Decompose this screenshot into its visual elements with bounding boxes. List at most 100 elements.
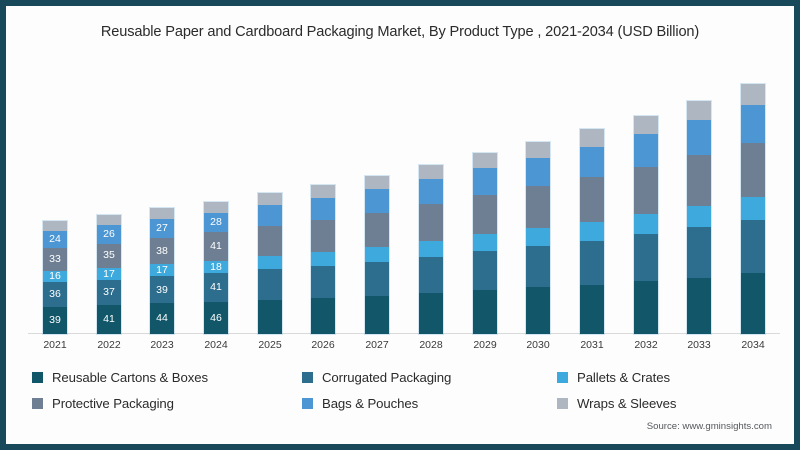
bar-segment-pallets-crates[interactable]: 17 xyxy=(150,264,174,277)
bar-segment-reusable-cartons-boxes[interactable] xyxy=(258,299,282,334)
bar-segment-protective-packaging[interactable]: 35 xyxy=(97,243,121,268)
bar-segment-pallets-crates[interactable] xyxy=(741,196,765,220)
bar-segment-reusable-cartons-boxes[interactable]: 39 xyxy=(43,306,67,334)
bar-segment-wraps-sleeves[interactable] xyxy=(473,153,497,169)
bar-segment-reusable-cartons-boxes[interactable] xyxy=(580,284,604,334)
stacked-bar[interactable] xyxy=(419,164,443,334)
bar-segment-protective-packaging[interactable]: 41 xyxy=(204,232,228,261)
bar-segment-bags-pouches[interactable]: 24 xyxy=(43,230,67,248)
bar-segment-pallets-crates[interactable] xyxy=(311,251,335,266)
bar-segment-protective-packaging[interactable]: 38 xyxy=(150,237,174,265)
legend-item-reusable-cartons-boxes[interactable]: Reusable Cartons & Boxes xyxy=(32,370,302,385)
bar-segment-wraps-sleeves[interactable] xyxy=(687,100,711,121)
legend-item-corrugated-packaging[interactable]: Corrugated Packaging xyxy=(302,370,557,385)
bar-segment-bags-pouches[interactable] xyxy=(473,168,497,196)
bar-segment-pallets-crates[interactable] xyxy=(419,240,443,257)
bar-segment-bags-pouches[interactable] xyxy=(311,197,335,220)
bar-segment-reusable-cartons-boxes[interactable] xyxy=(419,292,443,334)
bar-segment-pallets-crates[interactable] xyxy=(634,214,658,235)
bar-segment-reusable-cartons-boxes[interactable] xyxy=(526,287,550,334)
bar-segment-reusable-cartons-boxes[interactable] xyxy=(687,277,711,334)
bar-segment-corrugated-packaging[interactable] xyxy=(311,265,335,298)
bar-segment-protective-packaging[interactable] xyxy=(311,219,335,252)
bar-segment-corrugated-packaging[interactable] xyxy=(526,246,550,288)
bar-segment-bags-pouches[interactable]: 26 xyxy=(97,225,121,244)
bar-segment-protective-packaging[interactable] xyxy=(419,203,443,241)
bar-segment-wraps-sleeves[interactable] xyxy=(526,141,550,158)
bar-segment-corrugated-packaging[interactable]: 37 xyxy=(97,279,121,306)
bar-segment-protective-packaging[interactable] xyxy=(634,166,658,215)
bar-segment-corrugated-packaging[interactable] xyxy=(634,234,658,282)
stacked-bar[interactable] xyxy=(687,100,711,334)
bar-segment-wraps-sleeves[interactable] xyxy=(365,175,389,190)
bar-segment-protective-packaging[interactable] xyxy=(741,142,765,197)
bar-segment-pallets-crates[interactable] xyxy=(687,205,711,228)
bar-segment-bags-pouches[interactable] xyxy=(741,104,765,143)
bar-segment-reusable-cartons-boxes[interactable] xyxy=(634,281,658,334)
bar-segment-corrugated-packaging[interactable] xyxy=(580,240,604,285)
stacked-bar[interactable] xyxy=(258,193,282,334)
bar-segment-pallets-crates[interactable] xyxy=(258,256,282,270)
bar-segment-corrugated-packaging[interactable] xyxy=(473,251,497,291)
bar-segment-bags-pouches[interactable] xyxy=(365,189,389,213)
bar-segment-bags-pouches[interactable] xyxy=(526,157,550,187)
legend-item-protective-packaging[interactable]: Protective Packaging xyxy=(32,396,302,411)
stacked-bar[interactable]: 39 36 16 33 24 xyxy=(43,220,67,334)
bar-segment-reusable-cartons-boxes[interactable] xyxy=(473,290,497,334)
bar-segment-wraps-sleeves[interactable] xyxy=(634,116,658,135)
stacked-bar[interactable] xyxy=(634,116,658,334)
bar-segment-protective-packaging[interactable] xyxy=(687,155,711,206)
bar-segment-bags-pouches[interactable]: 28 xyxy=(204,212,228,233)
bar-segment-reusable-cartons-boxes[interactable] xyxy=(365,295,389,334)
bar-segment-corrugated-packaging[interactable]: 36 xyxy=(43,281,67,307)
bar-segment-bags-pouches[interactable] xyxy=(634,134,658,167)
bar-segment-reusable-cartons-boxes[interactable] xyxy=(311,297,335,334)
bar-segment-protective-packaging[interactable] xyxy=(580,177,604,222)
stacked-bar[interactable] xyxy=(473,153,497,334)
bar-segment-bags-pouches[interactable] xyxy=(258,205,282,227)
stacked-bar[interactable] xyxy=(580,129,604,334)
bar-segment-corrugated-packaging[interactable] xyxy=(741,219,765,274)
legend-item-wraps-sleeves[interactable]: Wraps & Sleeves xyxy=(557,396,752,411)
bar-segment-bags-pouches[interactable] xyxy=(419,178,443,204)
bar-segment-wraps-sleeves[interactable] xyxy=(741,84,765,105)
bar-segment-pallets-crates[interactable] xyxy=(526,228,550,247)
bar-segment-protective-packaging[interactable] xyxy=(258,226,282,257)
bar-segment-pallets-crates[interactable] xyxy=(473,234,497,252)
bar-segment-pallets-crates[interactable]: 18 xyxy=(204,260,228,274)
bar-segment-reusable-cartons-boxes[interactable]: 41 xyxy=(97,305,121,334)
stacked-bar[interactable] xyxy=(526,141,550,334)
bar-segment-corrugated-packaging[interactable] xyxy=(419,256,443,293)
bar-segment-corrugated-packaging[interactable]: 39 xyxy=(150,276,174,304)
bar-segment-pallets-crates[interactable]: 17 xyxy=(97,267,121,280)
bar-segment-bags-pouches[interactable] xyxy=(687,120,711,156)
bar-segment-corrugated-packaging[interactable] xyxy=(258,269,282,300)
bar-segment-corrugated-packaging[interactable] xyxy=(365,261,389,296)
bar-segment-wraps-sleeves[interactable] xyxy=(97,214,121,226)
bar-segment-pallets-crates[interactable] xyxy=(580,221,604,241)
bar-segment-wraps-sleeves[interactable] xyxy=(419,164,443,179)
bar-segment-bags-pouches[interactable]: 27 xyxy=(150,219,174,238)
bar-segment-wraps-sleeves[interactable] xyxy=(204,201,228,213)
bar-segment-corrugated-packaging[interactable]: 41 xyxy=(204,273,228,302)
bar-segment-reusable-cartons-boxes[interactable]: 46 xyxy=(204,301,228,334)
bar-segment-protective-packaging[interactable]: 33 xyxy=(43,247,67,271)
bar-segment-wraps-sleeves[interactable] xyxy=(258,193,282,206)
bar-segment-protective-packaging[interactable] xyxy=(526,186,550,229)
stacked-bar[interactable]: 41 37 17 35 26 xyxy=(97,214,121,334)
bar-segment-pallets-crates[interactable] xyxy=(365,246,389,262)
bar-segment-wraps-sleeves[interactable] xyxy=(43,220,67,231)
stacked-bar[interactable] xyxy=(741,84,765,334)
stacked-bar[interactable] xyxy=(365,175,389,334)
bar-segment-reusable-cartons-boxes[interactable] xyxy=(741,273,765,334)
stacked-bar[interactable] xyxy=(311,185,335,334)
bar-segment-wraps-sleeves[interactable] xyxy=(311,185,335,198)
bar-segment-reusable-cartons-boxes[interactable]: 44 xyxy=(150,303,174,334)
bar-segment-protective-packaging[interactable] xyxy=(473,195,497,235)
stacked-bar[interactable]: 46 41 18 41 28 xyxy=(204,201,228,334)
stacked-bar[interactable]: 44 39 17 38 27 xyxy=(150,207,174,334)
bar-segment-bags-pouches[interactable] xyxy=(580,146,604,178)
bar-segment-protective-packaging[interactable] xyxy=(365,212,389,247)
bar-segment-wraps-sleeves[interactable] xyxy=(580,129,604,147)
bar-segment-wraps-sleeves[interactable] xyxy=(150,207,174,220)
